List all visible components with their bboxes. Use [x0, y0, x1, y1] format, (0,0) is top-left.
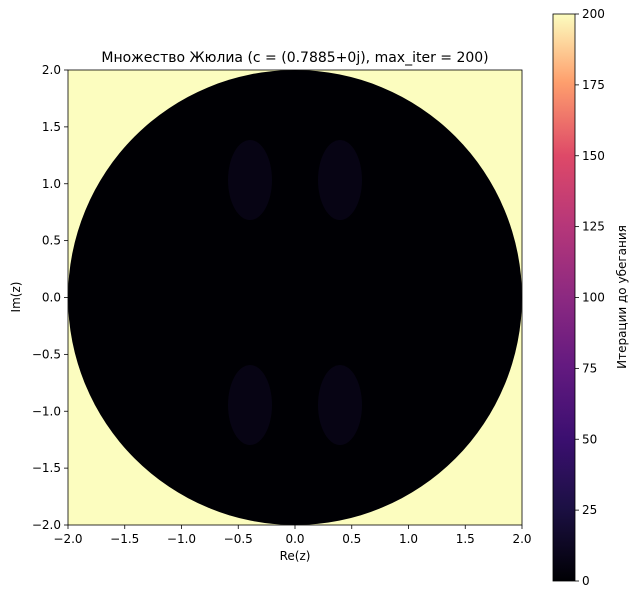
y-tick-label: −1.0: [32, 404, 61, 418]
julia-interior: [68, 70, 522, 525]
x-axis: −2.0 −1.5 −1.0 −0.5 0.0 0.5 1.0 1.5 2.0: [53, 525, 532, 546]
colorbar-tick-label: 125: [582, 220, 605, 234]
colorbar-tick-label: 50: [582, 432, 597, 446]
y-tick-label: 0.0: [42, 291, 61, 305]
colorbar: [552, 13, 576, 582]
y-tick-label: −1.5: [32, 461, 61, 475]
colorbar-label: Итерации до убегания: [615, 225, 629, 369]
x-tick-label: 1.5: [456, 532, 475, 546]
colorbar-tick-label: 75: [582, 361, 597, 375]
x-tick-label: −1.5: [110, 532, 139, 546]
x-tick-label: −0.5: [224, 532, 253, 546]
colorbar-tick-label: 200: [582, 7, 605, 21]
colorbar-tick-label: 175: [582, 78, 605, 92]
x-tick-label: 0.5: [342, 532, 361, 546]
x-tick-label: −2.0: [53, 532, 82, 546]
y-axis-label: Im(z): [9, 282, 23, 313]
y-tick-label: 2.0: [42, 63, 61, 77]
plot-area: [68, 70, 522, 525]
y-axis: −2.0 −1.5 −1.0 −0.5 0.0 0.5 1.0 1.5 2.0: [32, 63, 68, 532]
x-tick-label: 1.0: [399, 532, 418, 546]
colorbar-tick-label: 0: [582, 574, 590, 588]
x-tick-label: 0.0: [285, 532, 304, 546]
colorbar-tick-label: 100: [582, 291, 605, 305]
chart-title: Множество Жюлиа (c = (0.7885+0j), max_it…: [101, 50, 488, 66]
y-tick-label: −2.0: [32, 518, 61, 532]
x-axis-label: Re(z): [280, 549, 311, 563]
x-tick-label: −1.0: [167, 532, 196, 546]
y-tick-label: 1.0: [42, 177, 61, 191]
y-tick-label: −0.5: [32, 347, 61, 361]
y-tick-label: 0.5: [42, 234, 61, 248]
colorbar-tick-label: 25: [582, 503, 597, 517]
x-tick-label: 2.0: [512, 532, 531, 546]
y-tick-label: 1.5: [42, 120, 61, 134]
colorbar-tick-label: 150: [582, 149, 605, 163]
colorbar-axis: 0 25 50 75 100 125 150 175 200: [575, 7, 605, 588]
interior-texture: [228, 140, 362, 445]
